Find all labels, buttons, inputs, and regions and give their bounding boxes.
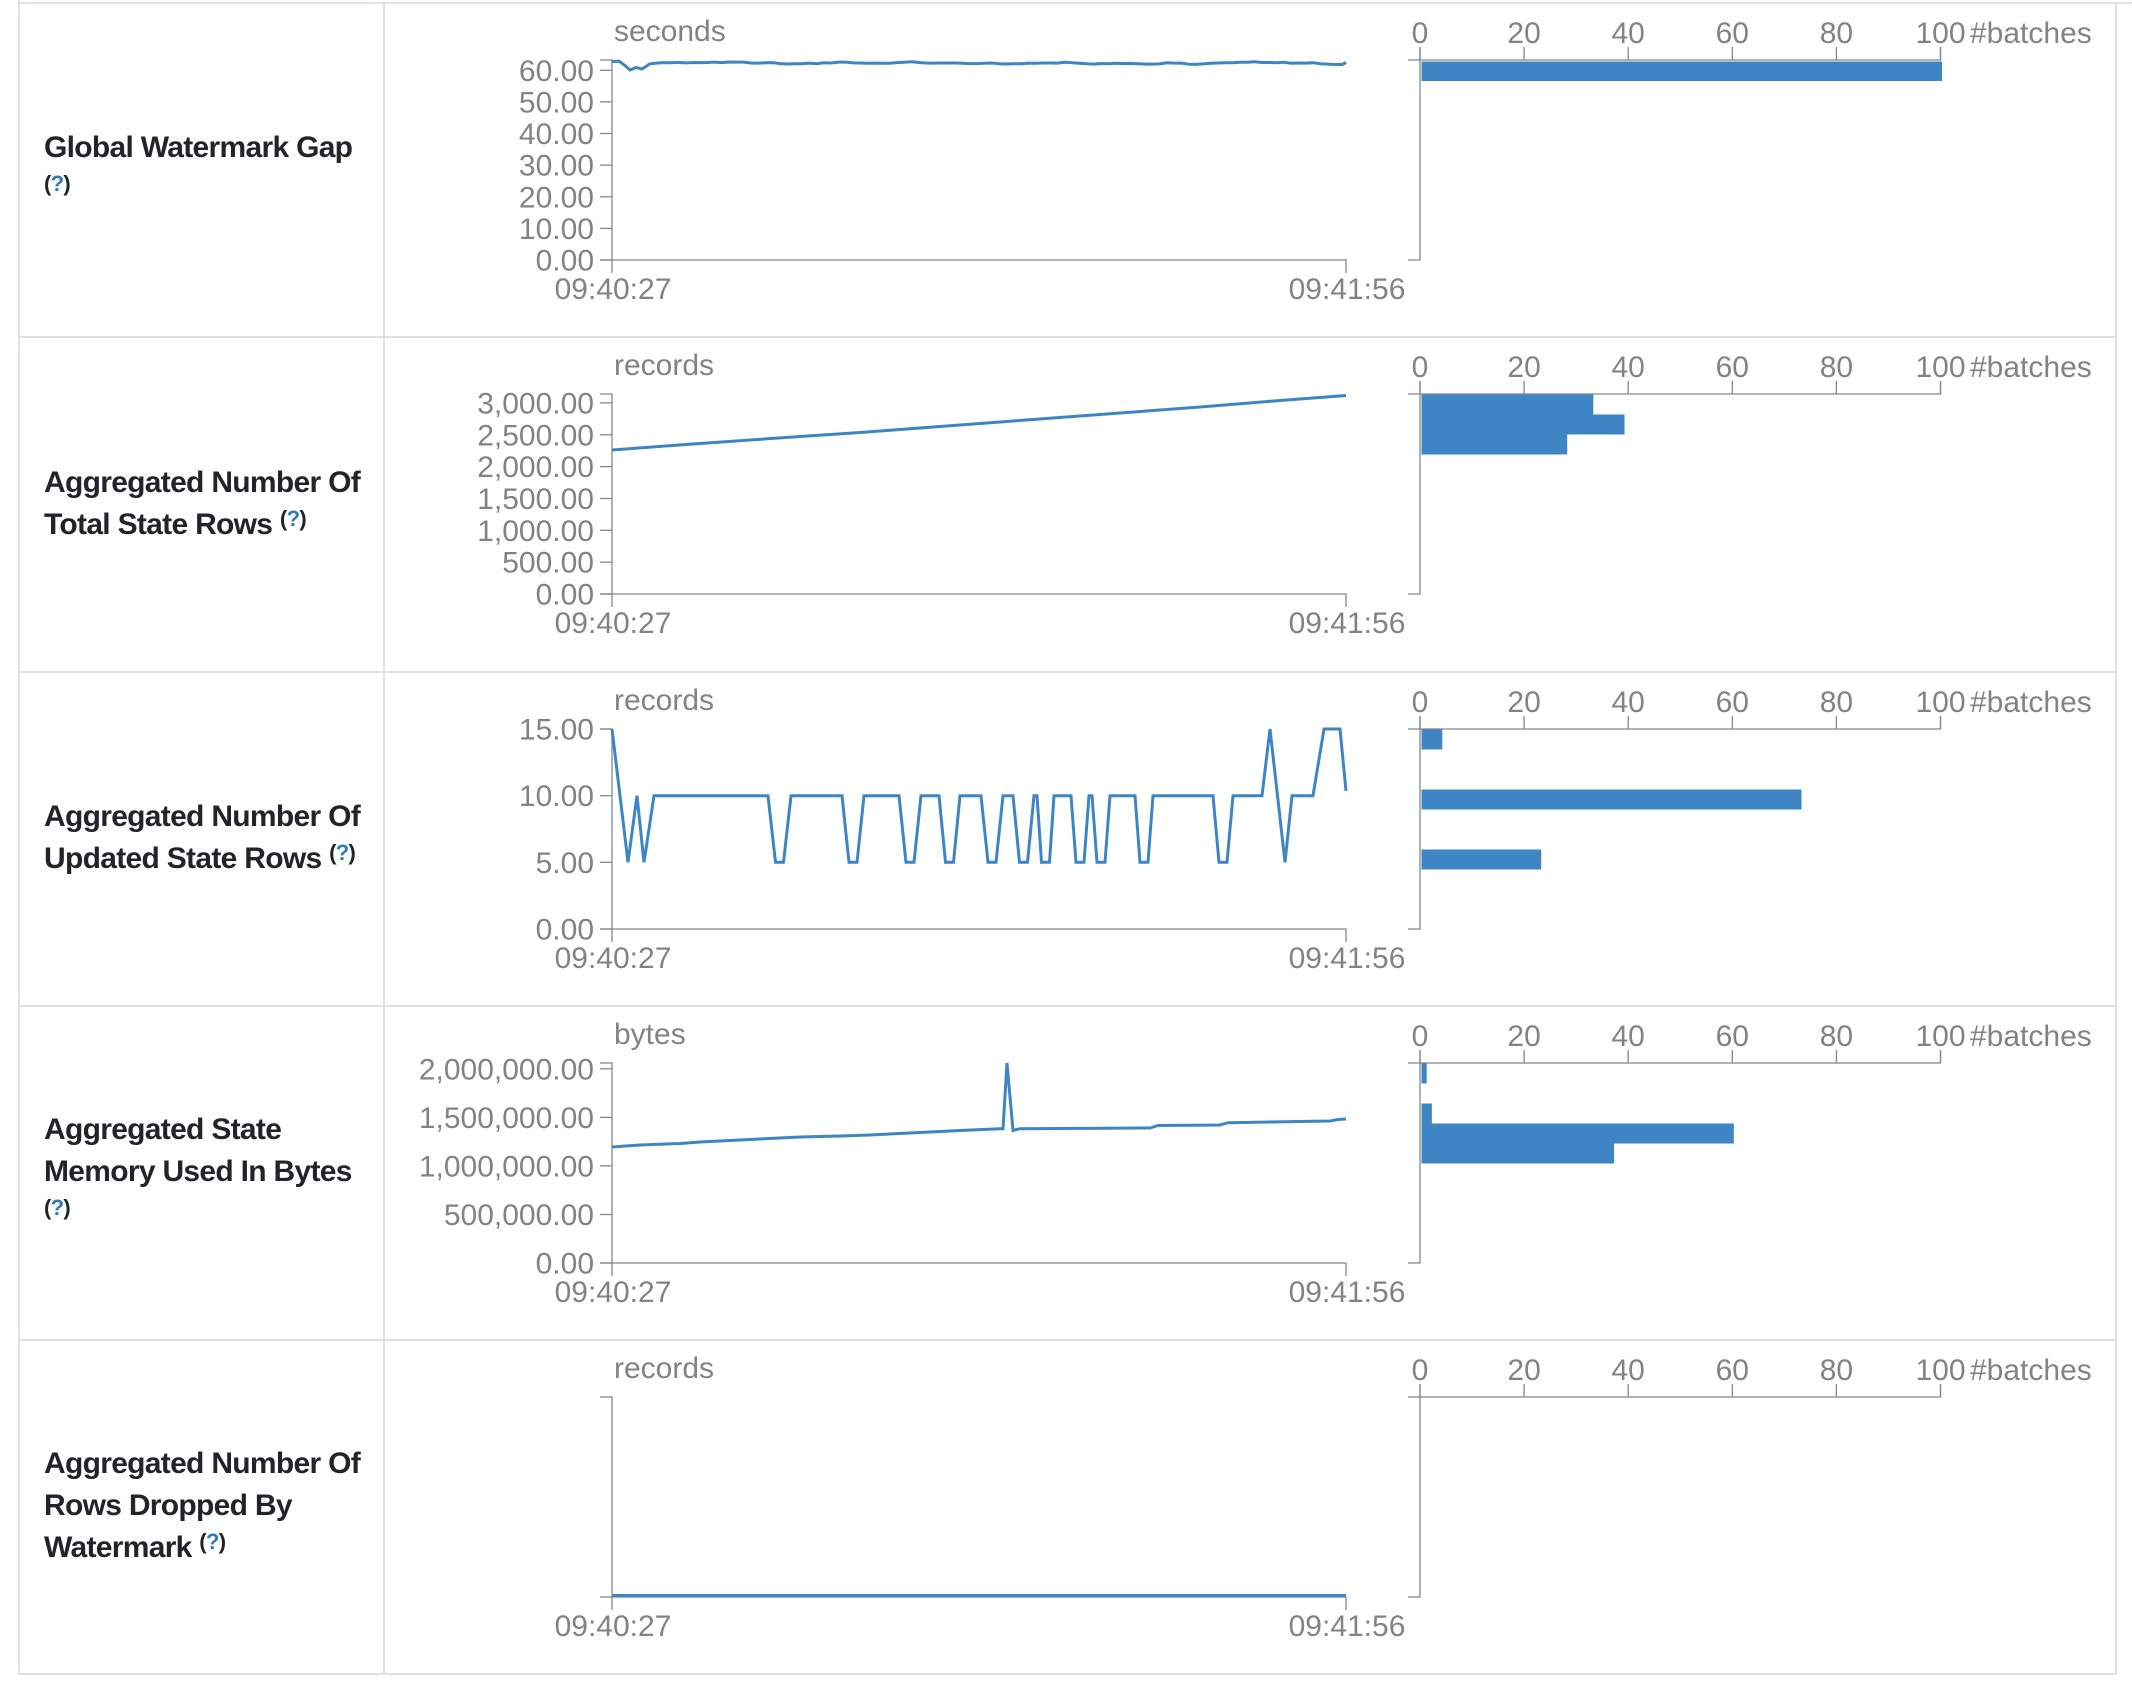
svg-text:20: 20 (1507, 1354, 1540, 1387)
svg-text:1,000,000.00: 1,000,000.00 (419, 1150, 594, 1183)
svg-text:#batches: #batches (1970, 686, 2092, 719)
svg-text:seconds: seconds (614, 15, 726, 48)
svg-text:#batches: #batches (1970, 17, 2092, 50)
svg-text:60: 60 (1716, 17, 1749, 50)
svg-text:09:41:56: 09:41:56 (1289, 1276, 1406, 1309)
svg-text:09:40:27: 09:40:27 (555, 273, 672, 306)
svg-text:09:40:27: 09:40:27 (555, 1276, 672, 1309)
svg-text:09:41:56: 09:41:56 (1289, 942, 1406, 975)
svg-text:bytes: bytes (614, 1018, 686, 1051)
svg-text:30.00: 30.00 (519, 150, 594, 183)
svg-text:09:41:56: 09:41:56 (1289, 607, 1406, 640)
svg-text:#batches: #batches (1970, 1354, 2092, 1387)
svg-text:0: 0 (1412, 351, 1429, 384)
svg-text:60: 60 (1716, 351, 1749, 384)
svg-text:40.00: 40.00 (519, 118, 594, 151)
svg-text:#batches: #batches (1970, 351, 2092, 384)
svg-text:60: 60 (1716, 1354, 1749, 1387)
svg-text:100: 100 (1915, 1354, 1965, 1387)
svg-text:records: records (614, 684, 714, 717)
svg-text:09:40:27: 09:40:27 (555, 1610, 672, 1643)
svg-text:80: 80 (1820, 1354, 1853, 1387)
svg-text:0: 0 (1412, 1020, 1429, 1053)
svg-text:50.00: 50.00 (519, 86, 594, 119)
svg-text:80: 80 (1820, 1020, 1853, 1053)
svg-text:40: 40 (1612, 686, 1645, 719)
svg-text:0: 0 (1412, 1354, 1429, 1387)
svg-text:500,000.00: 500,000.00 (444, 1199, 594, 1232)
svg-text:#batches: #batches (1970, 1020, 2092, 1053)
svg-text:20: 20 (1507, 1020, 1540, 1053)
svg-text:60.00: 60.00 (519, 55, 594, 88)
svg-text:1,000.00: 1,000.00 (477, 515, 594, 548)
svg-text:20: 20 (1507, 17, 1540, 50)
svg-text:20: 20 (1507, 351, 1540, 384)
svg-text:10.00: 10.00 (519, 213, 594, 246)
svg-text:80: 80 (1820, 686, 1853, 719)
svg-text:0.00: 0.00 (536, 1248, 594, 1281)
svg-text:500.00: 500.00 (502, 547, 594, 580)
svg-text:40: 40 (1612, 351, 1645, 384)
svg-text:0.00: 0.00 (536, 245, 594, 278)
svg-text:2,500.00: 2,500.00 (477, 419, 594, 452)
svg-text:2,000.00: 2,000.00 (477, 451, 594, 484)
svg-text:records: records (614, 1352, 714, 1385)
svg-text:40: 40 (1612, 1354, 1645, 1387)
svg-text:2,000,000.00: 2,000,000.00 (419, 1053, 594, 1086)
svg-text:09:41:56: 09:41:56 (1289, 273, 1406, 306)
svg-text:0: 0 (1412, 686, 1429, 719)
svg-text:20: 20 (1507, 686, 1540, 719)
svg-text:60: 60 (1716, 1020, 1749, 1053)
svg-text:5.00: 5.00 (536, 847, 594, 880)
svg-text:09:40:27: 09:40:27 (555, 942, 672, 975)
svg-text:100: 100 (1915, 17, 1965, 50)
svg-text:3,000.00: 3,000.00 (477, 387, 594, 420)
svg-text:100: 100 (1915, 1020, 1965, 1053)
svg-text:60: 60 (1716, 686, 1749, 719)
svg-text:100: 100 (1915, 686, 1965, 719)
svg-text:0.00: 0.00 (536, 579, 594, 612)
svg-text:40: 40 (1612, 17, 1645, 50)
svg-text:records: records (614, 349, 714, 382)
svg-text:1,500,000.00: 1,500,000.00 (419, 1102, 594, 1135)
svg-text:0.00: 0.00 (536, 914, 594, 947)
svg-text:80: 80 (1820, 17, 1853, 50)
svg-text:80: 80 (1820, 351, 1853, 384)
svg-text:40: 40 (1612, 1020, 1645, 1053)
svg-text:09:40:27: 09:40:27 (555, 607, 672, 640)
svg-text:15.00: 15.00 (519, 714, 594, 747)
svg-text:09:41:56: 09:41:56 (1289, 1610, 1406, 1643)
svg-text:1,500.00: 1,500.00 (477, 483, 594, 516)
svg-text:0: 0 (1412, 17, 1429, 50)
svg-text:100: 100 (1915, 351, 1965, 384)
svg-text:10.00: 10.00 (519, 780, 594, 813)
svg-text:20.00: 20.00 (519, 181, 594, 214)
